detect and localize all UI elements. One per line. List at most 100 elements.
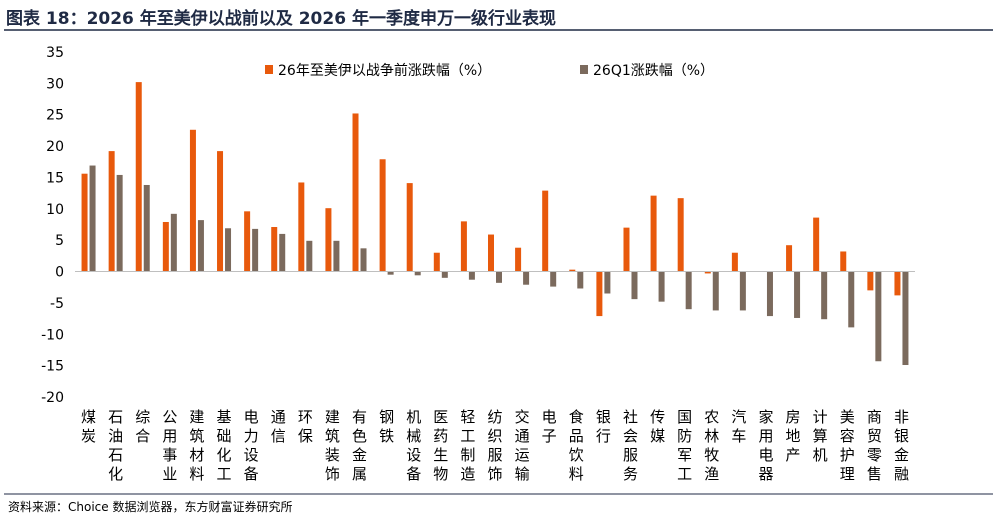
bar-q1: [685, 271, 692, 310]
x-tick-label: 建筑装饰: [325, 408, 340, 483]
x-tick-label: 煤炭: [81, 408, 96, 445]
bar-q1: [414, 271, 421, 276]
bar-q1: [712, 271, 719, 311]
y-tick-label: 25: [46, 108, 64, 124]
x-tick-label: 机械设备: [406, 408, 421, 483]
bar-pre-war: [162, 221, 169, 272]
bar-q1: [523, 271, 530, 285]
x-tick-label: 轻工制造: [460, 408, 475, 483]
bar-q1: [279, 233, 286, 272]
bar-q1: [848, 271, 855, 328]
bar-q1: [197, 220, 204, 272]
bar-pre-war: [569, 269, 576, 272]
x-tick-label: 银行: [596, 408, 611, 445]
x-tick-label: 电力设备: [244, 408, 259, 483]
bar-pre-war: [189, 129, 196, 272]
bar-q1: [468, 271, 475, 280]
bar-q1: [875, 271, 882, 362]
bar-pre-war: [433, 252, 440, 272]
x-tick-label: 交通运输: [515, 408, 530, 483]
y-tick-label: -15: [41, 359, 64, 375]
x-tick-label: 电子: [542, 408, 557, 445]
y-tick-label: 35: [46, 45, 64, 61]
x-tick-label: 美容护理: [840, 408, 855, 483]
bar-pre-war: [731, 252, 738, 272]
bar-pre-war: [406, 183, 413, 272]
y-tick-label: 0: [55, 265, 64, 281]
x-tick-label: 非银金融: [894, 408, 909, 483]
y-tick-label: -20: [41, 390, 64, 406]
bar-q1: [604, 271, 611, 294]
y-tick-label: 10: [46, 202, 64, 218]
bar-pre-war: [542, 190, 549, 272]
bar-q1: [252, 228, 259, 272]
bar-pre-war: [894, 271, 901, 296]
bar-pre-war: [325, 208, 332, 272]
bar-q1: [794, 271, 801, 318]
bar-pre-war: [650, 195, 657, 272]
x-tick-label: 钢铁: [379, 408, 394, 445]
bar-pre-war: [81, 173, 88, 272]
x-tick-label: 医药生物: [433, 408, 448, 483]
bar-q1: [170, 213, 177, 272]
x-tick-label: 通信: [271, 408, 286, 445]
x-tick-label: 综合: [135, 408, 150, 445]
bar-pre-war: [867, 271, 874, 291]
bar-q1: [116, 174, 123, 272]
bar-pre-war: [217, 151, 224, 272]
x-tick-label: 商贸零售: [867, 408, 882, 483]
bar-q1: [631, 271, 638, 300]
bar-q1: [496, 271, 502, 283]
y-tick-label: 5: [55, 233, 64, 249]
source-note: 资料来源：Choice 数据浏览器，东方财富证券研究所: [8, 500, 293, 514]
bar-q1: [550, 271, 557, 287]
x-tick-label: 汽车: [731, 408, 746, 445]
bar-q1: [658, 271, 665, 302]
bar-pre-war: [271, 227, 278, 272]
x-tick-label: 农林牧渔: [704, 408, 719, 483]
bar-pre-war: [813, 217, 820, 272]
bar-pre-war: [840, 251, 847, 272]
bars: [81, 82, 909, 366]
bar-pre-war: [352, 113, 359, 272]
bar-pre-war: [515, 247, 522, 272]
bar-q1: [577, 271, 584, 289]
bar-q1: [360, 248, 367, 272]
legend-swatch: [265, 65, 273, 74]
x-tick-label: 传媒: [650, 408, 665, 445]
bar-q1: [739, 271, 746, 311]
bar-q1: [766, 271, 773, 317]
x-tick-label: 社会服务: [623, 408, 638, 483]
bar-q1: [333, 240, 340, 272]
bar-pre-war: [488, 234, 494, 272]
x-tick-label: 有色金属: [352, 408, 367, 483]
x-tick-label: 公用事业: [162, 408, 177, 483]
x-tick-label: 石油石化: [108, 408, 123, 483]
bar-q1: [225, 228, 232, 272]
bar-q1: [306, 240, 313, 272]
x-tick-label: 房地产: [786, 408, 801, 464]
bar-pre-war: [704, 271, 711, 274]
bar-q1: [441, 271, 448, 278]
y-tick-label: 20: [46, 139, 64, 155]
bar-pre-war: [135, 82, 142, 272]
bar-pre-war: [379, 159, 386, 272]
legend: 26年至美伊以战争前涨跌幅（%） 26Q1涨跌幅（%）: [265, 62, 714, 79]
bar-pre-war: [677, 198, 684, 272]
x-tick-label: 计算机: [813, 408, 828, 464]
bar-pre-war: [298, 182, 305, 272]
bar-pre-war: [623, 227, 630, 272]
bar-pre-war: [244, 211, 251, 272]
x-tick-label: 建筑材料: [189, 408, 204, 483]
y-axis: -20 -15 -10 -5 0 5 10 15 20 25 30 35: [41, 45, 64, 406]
bar-q1: [902, 271, 909, 366]
bar-q1: [89, 165, 96, 272]
bar-pre-war: [108, 151, 115, 272]
x-tick-label: 基础化工: [217, 408, 232, 483]
figure-title: 图表 18：2026 年至美伊以战前以及 2026 年一季度申万一级行业表现: [6, 9, 556, 29]
y-tick-label: -10: [41, 327, 64, 343]
legend-swatch: [580, 65, 588, 74]
x-tick-label: 家用电器: [758, 408, 773, 483]
